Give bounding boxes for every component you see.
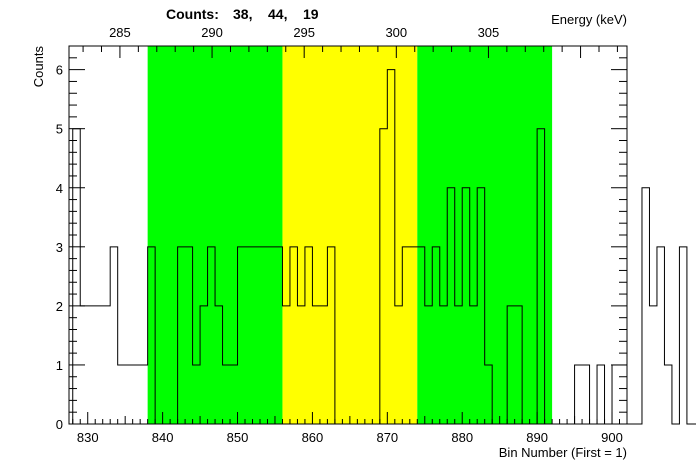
energy-tick-label: 285 (109, 25, 131, 40)
counts-summary-peak: 44, (268, 6, 287, 22)
region-peak (282, 46, 418, 424)
y-tick-label: 2 (56, 299, 63, 314)
energy-tick-label: 295 (293, 25, 315, 40)
y-tick-label: 5 (56, 122, 63, 137)
y-axis-label: Counts (31, 46, 46, 88)
right-axis-ticks (611, 45, 627, 425)
bin-axis: 830 840 850 860 870 880 890 900 (72, 412, 628, 445)
x-tick-label: 900 (601, 430, 623, 445)
x-tick-label: 870 (376, 430, 398, 445)
x-tick-label: 840 (152, 430, 174, 445)
x-axis-label: Bin Number (First = 1) (499, 445, 627, 460)
energy-axis: 285 290 295 300 305 (82, 25, 618, 58)
energy-tick-label: 290 (201, 25, 223, 40)
y-tick-label: 6 (56, 63, 63, 78)
energy-tick-label: 305 (478, 25, 500, 40)
y-tick-label: 1 (56, 358, 63, 373)
counts-summary-right: 19 (303, 6, 319, 22)
counts-summary: Counts: 38, 44, 19 (166, 6, 319, 22)
counts-summary-left: 38, (233, 6, 252, 22)
x-tick-label: 860 (302, 430, 324, 445)
x-tick-label: 890 (526, 430, 548, 445)
energy-axis-label: Energy (keV) (551, 12, 627, 27)
counts-summary-label: Counts: (166, 6, 219, 22)
counts-axis: 0 1 2 3 4 5 6 (56, 45, 85, 432)
x-tick-label: 850 (227, 430, 249, 445)
highlight-regions (147, 46, 553, 424)
y-tick-label: 0 (56, 417, 63, 432)
energy-tick-label: 300 (385, 25, 407, 40)
y-tick-label: 3 (56, 240, 63, 255)
x-tick-label: 830 (77, 430, 99, 445)
region-background-left (147, 46, 283, 424)
x-tick-label: 880 (451, 430, 473, 445)
y-tick-label: 4 (56, 181, 63, 196)
